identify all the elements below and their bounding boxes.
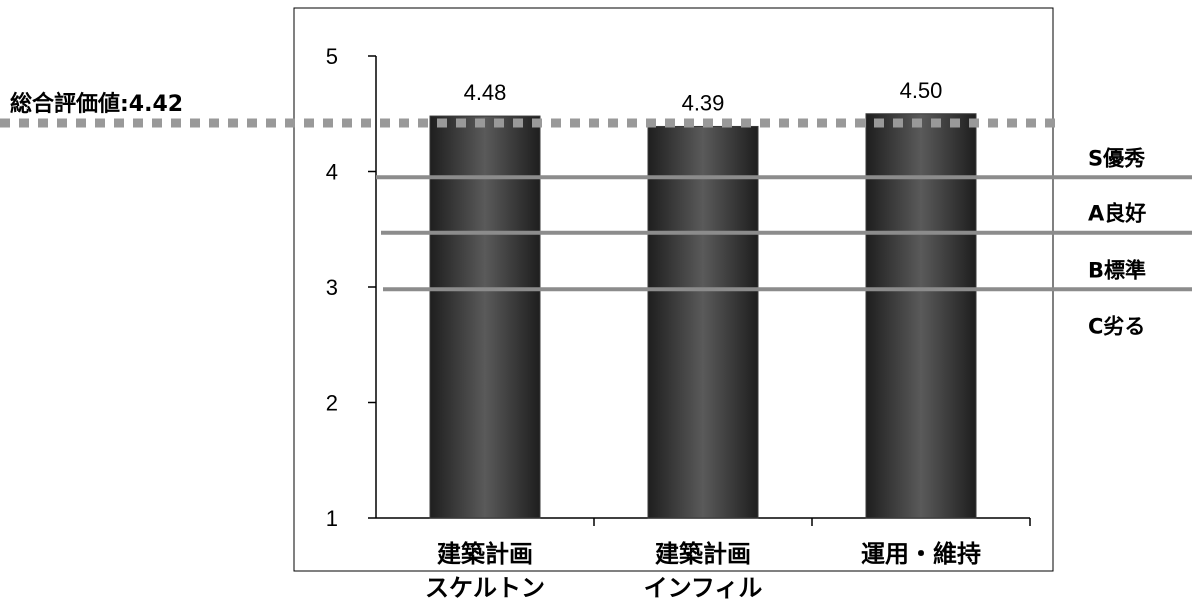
band-label: B標準	[1088, 258, 1146, 282]
band-label: S優秀	[1088, 146, 1145, 170]
y-tick-label: 4	[326, 160, 338, 185]
bar-value-label: 4.50	[900, 78, 943, 103]
bar	[865, 113, 977, 519]
reference-line-label: 総合評価値:4.42	[10, 91, 183, 117]
bar-value-label: 4.39	[682, 90, 725, 115]
category-label: 建築計画	[437, 540, 533, 568]
y-tick-label: 3	[326, 275, 338, 300]
category-label: スケルトン	[425, 574, 545, 602]
bar	[647, 125, 759, 519]
bar	[429, 115, 541, 519]
band-label: C劣る	[1088, 314, 1145, 338]
y-tick-label: 5	[326, 44, 338, 69]
y-tick-label: 1	[326, 506, 338, 531]
category-label: 建築計画	[655, 540, 751, 568]
bar-value-label: 4.48	[464, 80, 507, 105]
category-label: 運用・維持	[861, 540, 981, 568]
y-tick-label: 2	[326, 391, 338, 416]
category-label: インフィル	[644, 574, 763, 602]
band-label: A良好	[1088, 202, 1146, 226]
